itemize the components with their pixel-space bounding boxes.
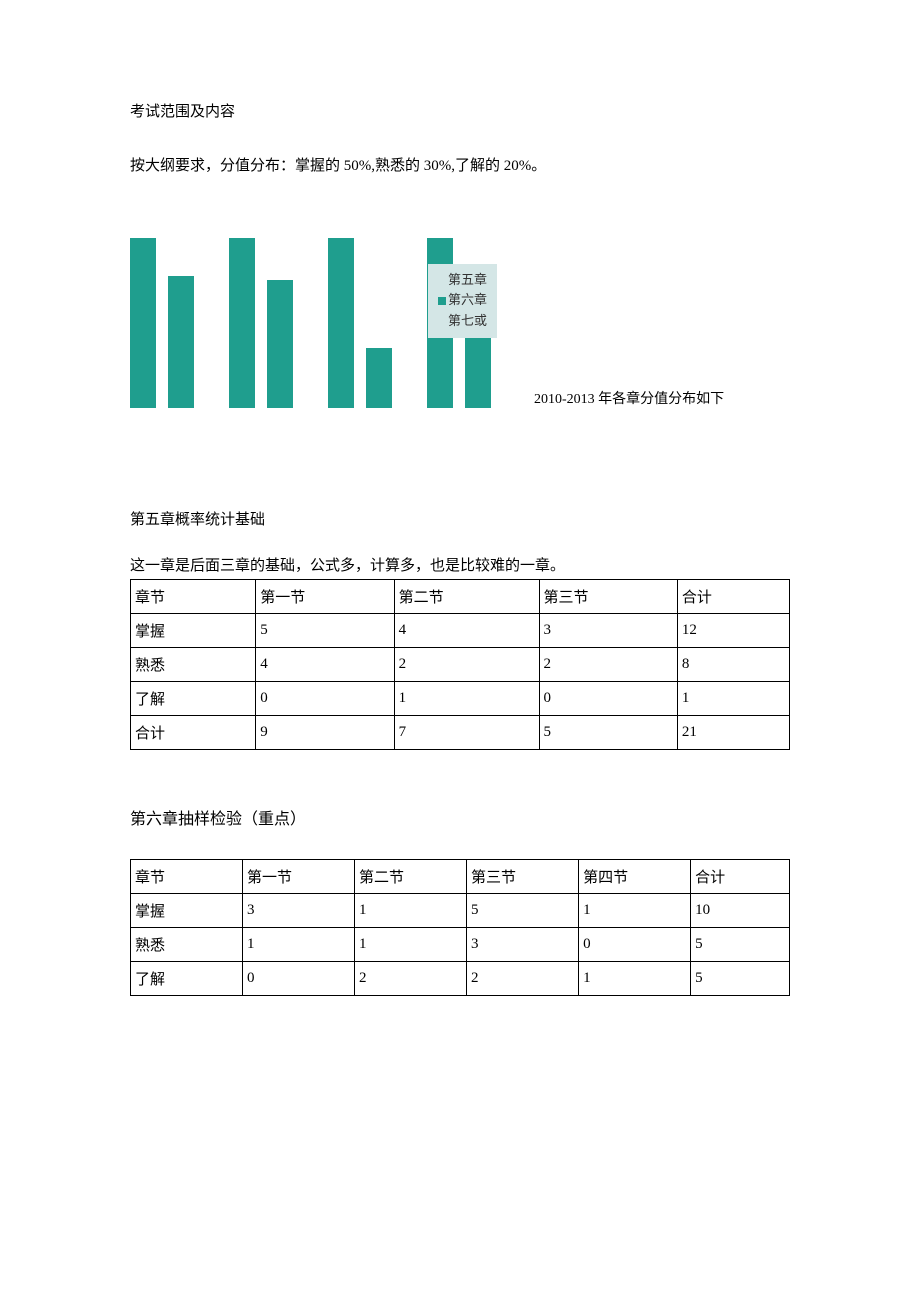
table-header-row: 章节第一节第二节第三节合计 <box>131 580 790 614</box>
table-cell: 了解 <box>131 682 256 716</box>
section5-title: 第五章概率统计基础 <box>130 508 790 529</box>
table-cell: 2 <box>539 648 677 682</box>
table-cell: 7 <box>394 716 539 750</box>
table-cell: 3 <box>467 928 579 962</box>
table-header-cell: 第二节 <box>355 860 467 894</box>
bar-chart: 第五章第六章第七或 <box>130 238 526 408</box>
table-cell: 2 <box>467 962 579 996</box>
legend-marker-icon <box>438 297 446 305</box>
table-cell: 1 <box>355 894 467 928</box>
chart-row: 第五章第六章第七或 2010-2013 年各章分值分布如下 <box>130 238 790 408</box>
chart-bar <box>168 276 194 408</box>
chart-bar <box>229 238 255 408</box>
table-cell: 5 <box>256 614 394 648</box>
table-header-cell: 第二节 <box>394 580 539 614</box>
bar-group <box>328 238 392 408</box>
table-cell: 0 <box>256 682 394 716</box>
legend-label: 第七或 <box>448 311 487 332</box>
table-cell: 4 <box>394 614 539 648</box>
table-header-cell: 第三节 <box>467 860 579 894</box>
table-cell: 1 <box>355 928 467 962</box>
table-row: 合计97521 <box>131 716 790 750</box>
chart-bar <box>366 348 392 408</box>
table-row: 熟悉4228 <box>131 648 790 682</box>
chart-legend: 第五章第六章第七或 <box>428 264 497 338</box>
bar-group <box>229 238 293 408</box>
chart-bar <box>130 238 156 408</box>
section5-desc: 这一章是后面三章的基础，公式多，计算多，也是比较难的一章。 <box>130 554 790 575</box>
table-cell: 12 <box>677 614 789 648</box>
legend-label: 第六章 <box>448 290 487 311</box>
table-cell: 0 <box>579 928 691 962</box>
table-cell: 2 <box>394 648 539 682</box>
table-header-cell: 合计 <box>691 860 790 894</box>
table-header-cell: 合计 <box>677 580 789 614</box>
table-cell: 了解 <box>131 962 243 996</box>
table-header-cell: 章节 <box>131 580 256 614</box>
table-header-cell: 第四节 <box>579 860 691 894</box>
table-cell: 熟悉 <box>131 648 256 682</box>
table-cell: 5 <box>467 894 579 928</box>
table-header-cell: 第三节 <box>539 580 677 614</box>
bar-group <box>130 238 194 408</box>
table-cell: 1 <box>579 894 691 928</box>
table-cell: 4 <box>256 648 394 682</box>
table-header-row: 章节第一节第二节第三节第四节合计 <box>131 860 790 894</box>
chart-caption: 2010-2013 年各章分值分布如下 <box>534 388 724 408</box>
page-heading: 考试范围及内容 <box>130 100 790 124</box>
table-cell: 5 <box>539 716 677 750</box>
table-cell: 21 <box>677 716 789 750</box>
table-cell: 1 <box>394 682 539 716</box>
table-row: 熟悉11305 <box>131 928 790 962</box>
table-header-cell: 第一节 <box>243 860 355 894</box>
table-cell: 8 <box>677 648 789 682</box>
table-row: 了解02215 <box>131 962 790 996</box>
legend-item: 第六章 <box>438 290 487 311</box>
table-cell: 熟悉 <box>131 928 243 962</box>
table-cell: 掌握 <box>131 614 256 648</box>
legend-item: 第五章 <box>438 270 487 291</box>
table-cell: 0 <box>243 962 355 996</box>
table-cell: 合计 <box>131 716 256 750</box>
section5-table: 章节第一节第二节第三节合计掌握54312熟悉4228了解0101合计97521 <box>130 579 790 750</box>
legend-item: 第七或 <box>438 311 487 332</box>
table-cell: 0 <box>539 682 677 716</box>
table-row: 掌握54312 <box>131 614 790 648</box>
chart-bar <box>328 238 354 408</box>
table-cell: 5 <box>691 962 790 996</box>
table-cell: 1 <box>579 962 691 996</box>
table-cell: 1 <box>243 928 355 962</box>
table-cell: 3 <box>539 614 677 648</box>
table-header-cell: 章节 <box>131 860 243 894</box>
table-cell: 3 <box>243 894 355 928</box>
intro-text: 按大纲要求，分值分布：掌握的 50%,熟悉的 30%,了解的 20%。 <box>130 154 790 178</box>
section6-table: 章节第一节第二节第三节第四节合计掌握315110熟悉11305了解02215 <box>130 859 790 996</box>
table-cell: 9 <box>256 716 394 750</box>
table-cell: 2 <box>355 962 467 996</box>
legend-label: 第五章 <box>448 270 487 291</box>
document-page: 考试范围及内容 按大纲要求，分值分布：掌握的 50%,熟悉的 30%,了解的 2… <box>0 0 920 1066</box>
table-cell: 10 <box>691 894 790 928</box>
table-header-cell: 第一节 <box>256 580 394 614</box>
table-row: 掌握315110 <box>131 894 790 928</box>
table-cell: 1 <box>677 682 789 716</box>
chart-bar <box>267 280 293 408</box>
table-cell: 5 <box>691 928 790 962</box>
table-cell: 掌握 <box>131 894 243 928</box>
table-row: 了解0101 <box>131 682 790 716</box>
section6-title: 第六章抽样检验（重点） <box>130 805 790 829</box>
